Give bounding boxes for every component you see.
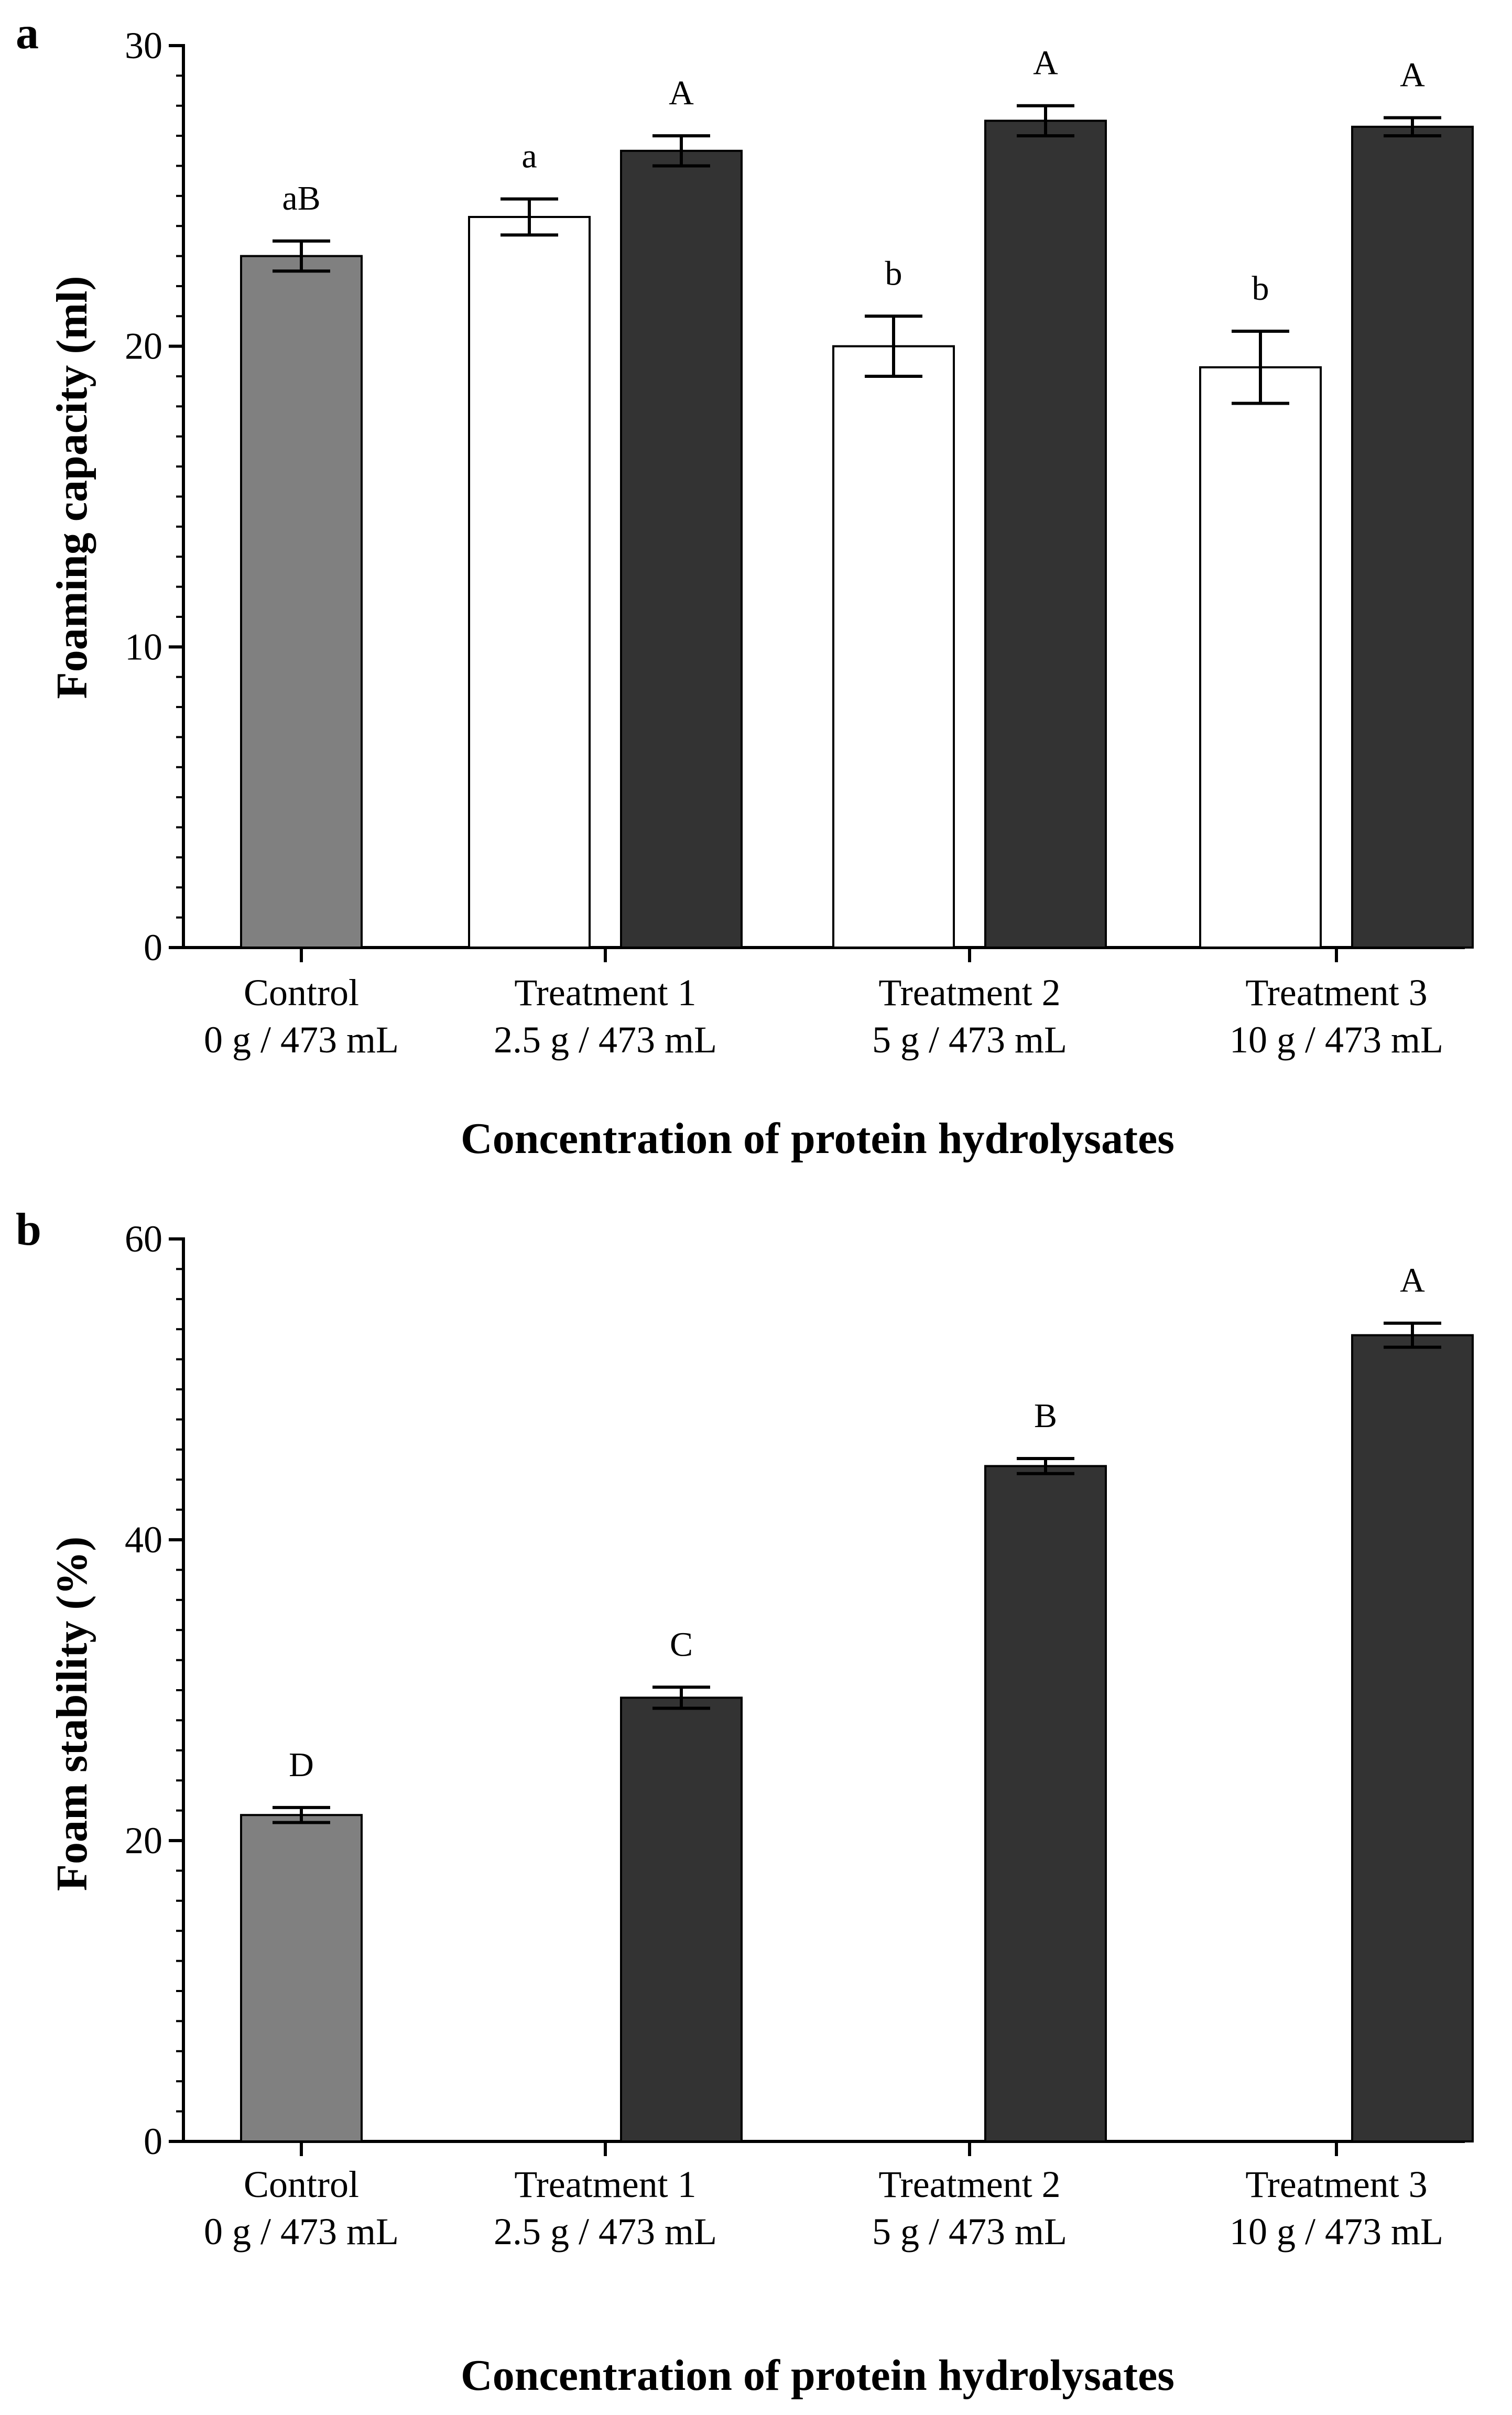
x-category-label: Control <box>244 2163 359 2205</box>
bar <box>620 1696 743 2143</box>
significance-letter: a <box>521 137 537 176</box>
y-tick-label: 20 <box>125 1820 162 1862</box>
significance-letter: A <box>669 74 694 112</box>
y-tick-label: 0 <box>144 927 162 969</box>
y-tick-label: 40 <box>125 1519 162 1561</box>
bar <box>1351 1334 1474 2142</box>
panel-a-y-axis-title: Foaming capacity (ml) <box>48 276 96 699</box>
panel-b-label: b <box>16 1204 41 1255</box>
x-category-sublabel: 5 g / 473 mL <box>872 2211 1067 2253</box>
x-category-sublabel: 10 g / 473 mL <box>1230 2211 1443 2253</box>
x-category-label: Treatment 2 <box>878 972 1060 1014</box>
significance-letter: A <box>1033 44 1058 82</box>
significance-letter: D <box>289 1746 314 1784</box>
y-tick-label: 20 <box>125 325 162 367</box>
x-category-sublabel: 2.5 g / 473 mL <box>494 1019 717 1061</box>
x-category-label: Treatment 2 <box>878 2163 1060 2205</box>
significance-letter: C <box>670 1625 693 1663</box>
significance-letter: b <box>1252 269 1269 308</box>
panel-a-x-axis-title: Concentration of protein hydrolysates <box>461 1114 1174 1163</box>
bar <box>240 1814 363 2142</box>
panel-b-y-axis-title: Foam stability (%) <box>48 1537 96 1891</box>
y-tick-label: 30 <box>125 25 162 67</box>
significance-letter: b <box>885 254 902 292</box>
y-tick-label: 0 <box>144 2120 162 2162</box>
bar <box>620 149 743 949</box>
x-category-label: Treatment 1 <box>514 2163 696 2205</box>
panel-b-foam-stability: b Foam stability (%) Concentration of pr… <box>16 1204 1474 2400</box>
x-category-sublabel: 10 g / 473 mL <box>1230 1019 1443 1061</box>
bar <box>468 215 591 949</box>
x-category-label: Treatment 3 <box>1245 972 1427 1014</box>
significance-letter: A <box>1400 1261 1425 1300</box>
x-category-label: Treatment 1 <box>514 972 696 1014</box>
x-category-label: Treatment 3 <box>1245 2163 1427 2205</box>
panel-b-x-axis-title: Concentration of protein hydrolysates <box>461 2351 1174 2400</box>
bar <box>984 119 1107 949</box>
bar <box>984 1465 1107 2143</box>
panel-a-label: a <box>16 8 39 59</box>
significance-letter: aB <box>282 179 320 217</box>
y-tick-label: 10 <box>125 626 162 668</box>
bar <box>832 345 955 949</box>
significance-letter: B <box>1034 1397 1057 1435</box>
y-tick-label: 60 <box>125 1218 162 1260</box>
x-category-sublabel: 5 g / 473 mL <box>872 1019 1067 1061</box>
x-category-label: Control <box>244 972 359 1014</box>
panel-a-foaming-capacity: a Foaming capacity (ml) Concentration of… <box>16 8 1474 1163</box>
bar <box>1199 366 1322 949</box>
x-category-sublabel: 0 g / 473 mL <box>204 2211 399 2253</box>
x-category-sublabel: 2.5 g / 473 mL <box>494 2211 717 2253</box>
significance-letter: A <box>1400 56 1425 94</box>
bar <box>1351 125 1474 949</box>
bar <box>240 255 363 949</box>
x-category-sublabel: 0 g / 473 mL <box>204 1019 399 1061</box>
